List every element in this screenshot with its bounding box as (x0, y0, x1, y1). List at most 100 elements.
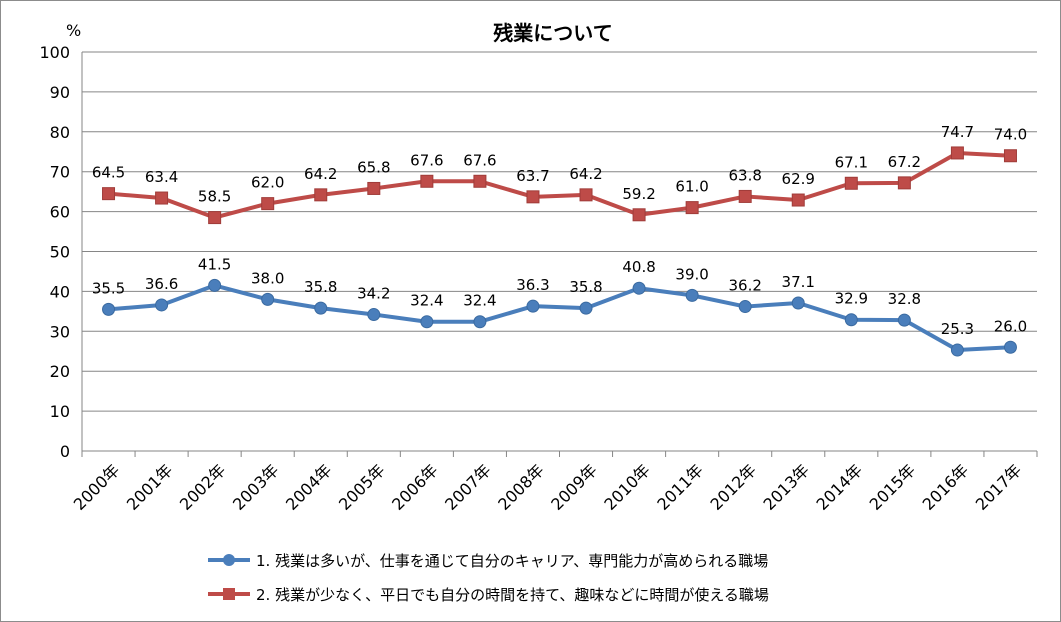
data-label: 61.0 (675, 178, 708, 196)
data-label: 26.0 (994, 317, 1027, 335)
x-tick-label: 2015年 (866, 460, 920, 514)
data-label: 32.4 (463, 292, 496, 310)
data-point (367, 181, 381, 195)
gridlines (81, 51, 1038, 457)
data-point (526, 299, 540, 313)
data-point (685, 288, 699, 302)
data-point (526, 190, 540, 204)
y-tick-label: 10 (50, 402, 70, 421)
y-tick-label: 90 (50, 83, 70, 102)
data-label: 63.8 (728, 166, 761, 184)
data-label: 35.8 (569, 278, 602, 296)
x-tick-label: 2009年 (547, 460, 601, 514)
data-point (950, 343, 964, 357)
data-point (844, 176, 858, 190)
data-point (738, 300, 752, 314)
data-point (420, 174, 434, 188)
x-tick-label: 2005年 (335, 460, 389, 514)
data-label: 38.0 (251, 269, 284, 287)
series-1: 35.5 36.6 41.5 38.0 35.8 34.2 32.4 32.4 36.3 35.8… (92, 255, 1027, 357)
data-label: 32.8 (888, 290, 921, 308)
data-point (261, 292, 275, 306)
x-tick-label: 2010年 (600, 460, 654, 514)
data-label: 32.9 (835, 290, 868, 308)
data-label: 35.8 (304, 278, 337, 296)
x-tick-label: 2016年 (919, 460, 973, 514)
legend-label: 1. 残業は多いが、仕事を通じて自分のキャリア、専門能力が高められる職場 (256, 552, 768, 570)
data-label: 58.5 (198, 188, 231, 206)
data-label: 74.0 (994, 126, 1027, 144)
data-point (367, 308, 381, 322)
y-tick-label: 100 (39, 43, 70, 62)
legend-marker (223, 588, 235, 600)
data-label: 41.5 (198, 255, 231, 273)
x-tick-label: 2004年 (282, 460, 336, 514)
data-point (579, 301, 593, 315)
y-tick-label: 50 (50, 243, 70, 262)
legend: 1. 残業は多いが、仕事を通じて自分のキャリア、専門能力が高められる職場 2. 残… (208, 552, 769, 604)
data-point (632, 208, 646, 222)
data-point (1003, 340, 1017, 354)
x-tick-label: 2012年 (706, 460, 760, 514)
data-label: 64.2 (569, 165, 602, 183)
y-tick-label: 80 (50, 123, 70, 142)
data-label: 67.1 (835, 153, 868, 171)
data-point (791, 296, 805, 310)
data-label: 59.2 (622, 185, 655, 203)
data-point (155, 298, 169, 312)
chart-title: 残業について (493, 21, 612, 45)
x-tick-label: 2007年 (441, 460, 495, 514)
data-label: 35.5 (92, 279, 125, 297)
y-axis-unit-label: % (66, 21, 81, 40)
data-label: 37.1 (782, 273, 815, 291)
series-group: 35.5 36.6 41.5 38.0 35.8 34.2 32.4 32.4 36.3 35.8… (92, 123, 1027, 357)
y-tick-label: 0 (60, 442, 70, 461)
data-label: 74.7 (941, 123, 974, 141)
x-tick-label: 2001年 (123, 460, 177, 514)
data-label: 39.0 (675, 265, 708, 283)
legend-entry-2: 2. 残業が少なく、平日でも自分の時間を持て、趣味などに時間が使える職場 (208, 586, 769, 604)
data-label: 64.5 (92, 164, 125, 182)
data-label: 62.9 (782, 170, 815, 188)
data-point (791, 193, 805, 207)
data-point (261, 197, 275, 211)
x-tick-label: 2008年 (494, 460, 548, 514)
series-line (108, 150, 1011, 220)
data-label: 62.0 (251, 174, 284, 192)
x-axis-ticks: 2000年 2001年 2002年 2003年 2004年 2005年 2006年 2007年… (70, 460, 1025, 514)
data-label: 34.2 (357, 285, 390, 303)
data-label: 32.4 (410, 292, 443, 310)
legend-label: 2. 残業が少なく、平日でも自分の時間を持て、趣味などに時間が使える職場 (256, 586, 769, 604)
data-point (102, 302, 116, 316)
y-tick-label: 70 (50, 163, 70, 182)
data-point (420, 315, 434, 329)
x-tick-label: 2017年 (972, 460, 1026, 514)
legend-marker (223, 554, 235, 566)
data-point (738, 189, 752, 203)
y-tick-label: 30 (50, 322, 70, 341)
data-point (897, 176, 911, 190)
data-point (632, 281, 646, 295)
data-point (897, 313, 911, 327)
data-label: 67.6 (463, 151, 496, 169)
data-label: 65.8 (357, 158, 390, 176)
data-label: 40.8 (622, 258, 655, 276)
data-point (950, 146, 964, 160)
x-tick-label: 2013年 (760, 460, 814, 514)
data-point (155, 191, 169, 205)
data-label: 36.6 (145, 275, 178, 293)
data-point (685, 201, 699, 215)
data-label: 64.2 (304, 165, 337, 183)
data-point (473, 315, 487, 329)
y-axis-ticks: 0 10 20 30 40 50 60 70 80 90 100 (39, 43, 70, 461)
data-label: 36.3 (516, 276, 549, 294)
data-point (314, 301, 328, 315)
data-label: 25.3 (941, 320, 974, 338)
x-tick-label: 2000年 (70, 460, 124, 514)
series-line (108, 283, 1011, 353)
data-point (208, 211, 222, 225)
data-point (208, 278, 222, 292)
data-label: 63.4 (145, 168, 178, 186)
legend-entry-1: 1. 残業は多いが、仕事を通じて自分のキャリア、専門能力が高められる職場 (208, 552, 768, 570)
